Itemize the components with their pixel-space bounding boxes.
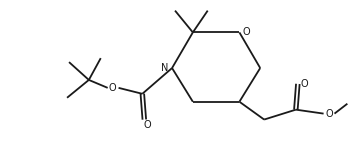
Text: O: O <box>143 120 151 131</box>
Text: O: O <box>326 109 333 119</box>
Text: O: O <box>242 27 250 37</box>
Text: O: O <box>301 79 309 89</box>
Text: N: N <box>161 63 169 73</box>
Text: O: O <box>109 83 116 93</box>
